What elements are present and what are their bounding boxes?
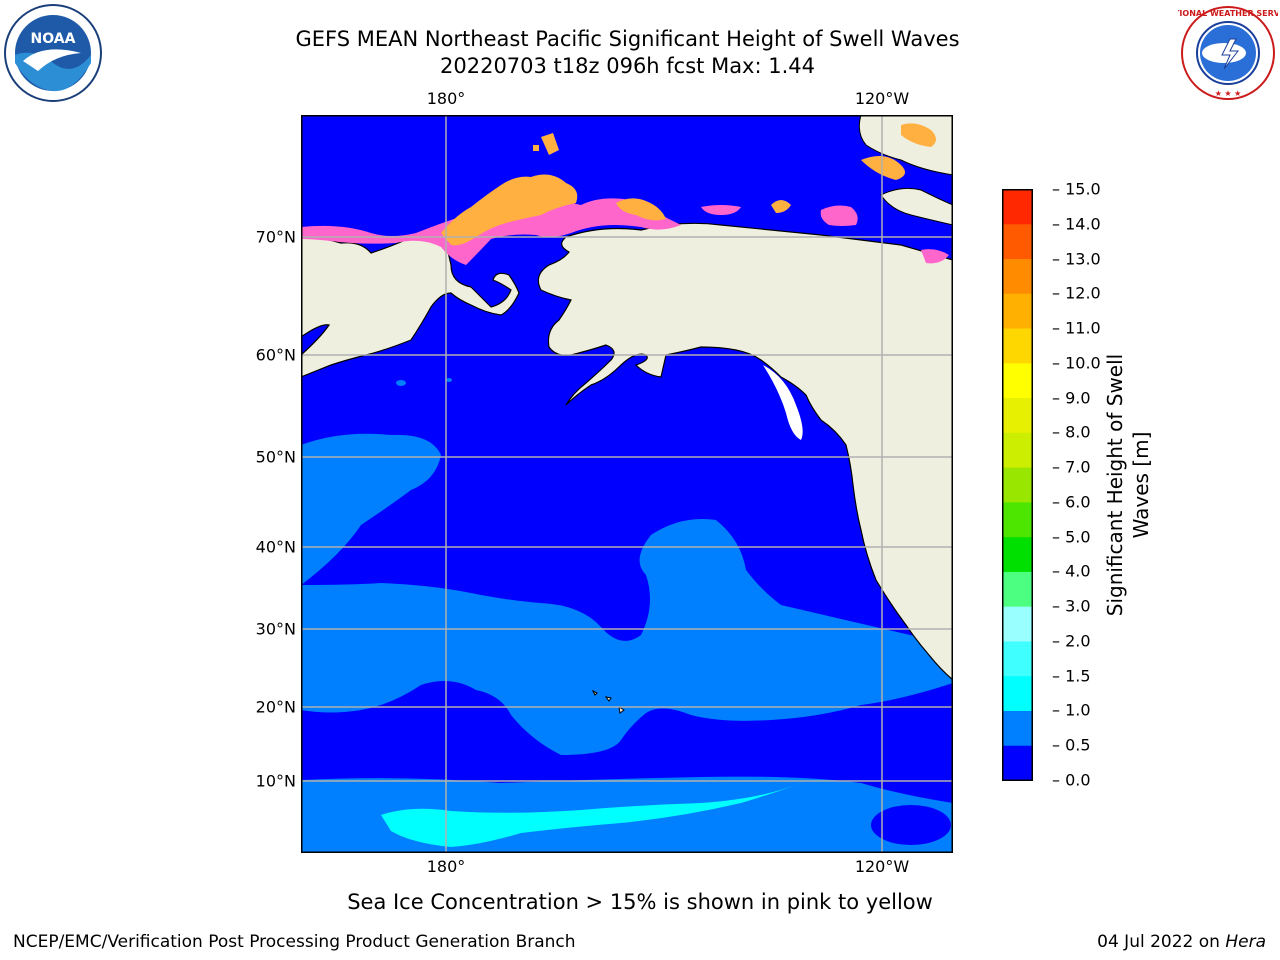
colorbar-tick: – 0.5: [1052, 735, 1091, 755]
colorbar-segment: [1002, 536, 1033, 572]
colorbar-segment: [1002, 189, 1033, 225]
colorbar-segment: [1002, 432, 1033, 468]
colorbar-segment: [1002, 745, 1033, 781]
lat-label-70n: 70°N: [255, 227, 296, 247]
colorbar-tick: – 13.0: [1052, 249, 1101, 269]
colorbar-tick: – 5.0: [1052, 527, 1091, 547]
colorbar-tick: – 15.0: [1052, 179, 1101, 199]
nws-logo: NATIONAL WEATHER SERVICE ★ ★ ★: [1178, 6, 1278, 100]
colorbar-segment: [1002, 467, 1033, 503]
footer-host: Hera: [1225, 932, 1266, 952]
colorbar-tick: – 8.0: [1052, 422, 1091, 442]
land-north-america: [537, 222, 953, 681]
colorbar-tick: – 1.0: [1052, 700, 1091, 720]
colorbar-segment: [1002, 640, 1033, 677]
lat-label-40n: 40°N: [255, 537, 296, 557]
footer-date-host: 04 Jul 2022 on Hera: [1097, 932, 1266, 952]
colorbar: [1002, 189, 1033, 781]
graticule: [301, 115, 953, 853]
lat-label-30n: 30°N: [255, 619, 296, 639]
lat-label-20n: 20°N: [255, 697, 296, 717]
swell-band-high: [381, 783, 801, 847]
colorbar-segment: [1002, 328, 1033, 364]
colorbar-tick: – 0.0: [1052, 770, 1091, 790]
colorbar-tick: – 3.0: [1052, 596, 1091, 616]
map-panel: [301, 115, 953, 853]
colorbar-segment: [1002, 223, 1033, 260]
colorbar-tick: – 6.0: [1052, 492, 1091, 512]
nws-logo-text: NATIONAL WEATHER SERVICE: [1178, 9, 1278, 18]
lon-label-top-120w: 120°W: [854, 89, 910, 108]
sea-ice-note: Sea Ice Concentration > 15% is shown in …: [347, 890, 933, 914]
noaa-logo: NOAA: [4, 4, 102, 102]
map-border: [301, 115, 953, 853]
chart-title: GEFS MEAN Northeast Pacific Significant …: [295, 27, 960, 51]
colorbar-segment: [1002, 293, 1033, 329]
colorbar-label: Significant Height of Swell Waves [m]: [1103, 353, 1153, 617]
colorbar-segment: [1002, 362, 1033, 399]
colorbar-tick: – 1.5: [1052, 666, 1091, 686]
sea-ice-overlay: [301, 123, 949, 265]
lon-label-top-180: 180°: [426, 89, 466, 108]
lat-label-10n: 10°N: [255, 771, 296, 791]
colorbar-tick: – 11.0: [1052, 318, 1101, 338]
svg-text:★ ★ ★: ★ ★ ★: [1215, 89, 1242, 98]
colorbar-tick: – 10.0: [1052, 353, 1101, 373]
colorbar-segment: [1002, 571, 1033, 607]
chart-subtitle-run: 20220703 t18z 096h fcst Max: 1.44: [440, 54, 815, 78]
colorbar-segment: [1002, 710, 1033, 746]
colorbar-segment: [1002, 501, 1033, 538]
footer-org: NCEP/EMC/Verification Post Processing Pr…: [13, 932, 576, 952]
colorbar-segment: [1002, 258, 1033, 294]
colorbar-tick: – 9.0: [1052, 388, 1091, 408]
swell-region-central: [301, 519, 953, 755]
colorbar-tick: – 14.0: [1052, 214, 1101, 234]
colorbar-tick: – 2.0: [1052, 631, 1091, 651]
colorbar-tick: – 12.0: [1052, 283, 1101, 303]
lat-label-60n: 60°N: [255, 345, 296, 365]
lon-label-bottom-180: 180°: [426, 857, 466, 876]
lon-label-bottom-120w: 120°W: [854, 857, 910, 876]
lat-label-50n: 50°N: [255, 447, 296, 467]
colorbar-segment: [1002, 675, 1033, 711]
footer-date: 04 Jul 2022 on: [1097, 932, 1226, 952]
noaa-logo-text: NOAA: [31, 31, 76, 47]
colorbar-tick: – 7.0: [1052, 457, 1091, 477]
land-hawaii: [591, 689, 625, 714]
colorbar-segment: [1002, 397, 1033, 433]
colorbar-tick: – 4.0: [1052, 561, 1091, 581]
colorbar-segment: [1002, 606, 1033, 642]
